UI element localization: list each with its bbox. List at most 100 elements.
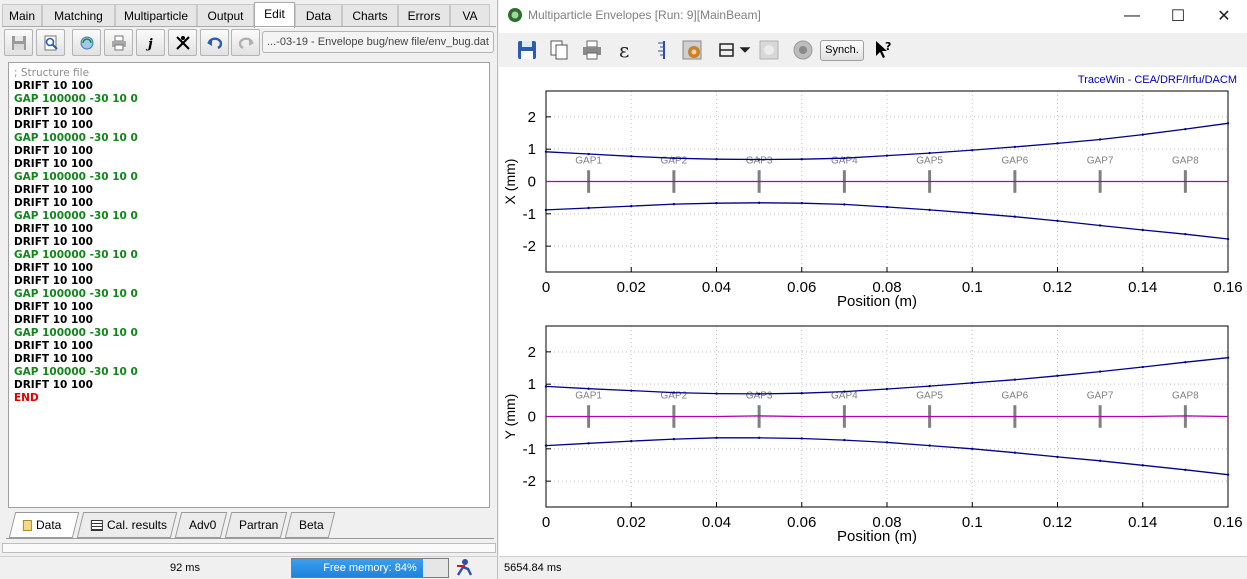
envelope-point <box>1141 464 1144 467</box>
blank-square-button[interactable] <box>757 37 781 63</box>
envelope-point <box>757 436 761 440</box>
y-axis-label: Y (mm) <box>502 394 518 440</box>
editor-line-end: END <box>14 392 39 404</box>
editor-line-gap: GAP 100000 -30 10 0 <box>14 249 138 261</box>
find-button[interactable] <box>36 29 65 56</box>
envelope-point <box>1184 127 1187 131</box>
tab-charts[interactable]: Charts <box>342 4 398 27</box>
print-button[interactable] <box>104 29 133 56</box>
gap-marker-label: GAP6 <box>1002 391 1029 402</box>
editor-text: ; Structure file DRIFT 10 100 GAP 100000 -… <box>14 67 138 405</box>
close-button[interactable]: ✕ <box>1217 7 1231 25</box>
print-icon <box>111 35 126 50</box>
envelope-point <box>971 381 974 385</box>
envelope-point <box>630 439 633 443</box>
envelope-point <box>1184 232 1187 236</box>
tab-va[interactable]: VA <box>450 4 490 27</box>
envelope-point <box>587 442 590 445</box>
envelope-point <box>971 447 974 451</box>
editor-line-drift: DRIFT 10 100 <box>14 236 93 248</box>
x-tick-label: 0.12 <box>1043 279 1072 296</box>
italic-j-button[interactable]: j <box>136 29 165 56</box>
envelope-point <box>800 392 803 395</box>
envelope-point <box>630 204 633 208</box>
save-plot-button[interactable] <box>515 37 539 63</box>
undo-button[interactable] <box>200 29 229 56</box>
tab-beta-label: Beta <box>299 518 324 532</box>
editor-line-gap: GAP 100000 -30 10 0 <box>14 210 138 222</box>
layout-button[interactable] <box>715 37 739 63</box>
tab-cal-results[interactable]: Cal. results <box>76 512 178 538</box>
tab-output[interactable]: Output <box>197 4 254 27</box>
tab-divider <box>2 26 496 27</box>
ruler-button[interactable] <box>648 37 672 63</box>
envelope-point <box>843 390 846 393</box>
x-tick-label: 0.02 <box>617 514 646 531</box>
envelope-point <box>1098 370 1102 373</box>
data-tab-bar: Data Cal. results Adv0 Partran Beta <box>6 512 494 538</box>
editor-line-drift: DRIFT 10 100 <box>14 275 93 287</box>
refresh-button[interactable] <box>72 29 101 56</box>
tab-data-view[interactable]: Data <box>8 512 80 538</box>
tab-multiparticle[interactable]: Multiparticle <box>115 4 197 27</box>
emittance-button[interactable]: ε <box>614 37 638 63</box>
settings-button[interactable] <box>680 37 704 63</box>
left-status-bar <box>0 556 498 579</box>
copy-button[interactable] <box>547 37 571 63</box>
minimize-button[interactable]: — <box>1124 6 1140 24</box>
envelope-point <box>1226 122 1230 125</box>
envelope-point <box>1013 451 1017 454</box>
synch-button[interactable]: Synch. <box>820 40 864 61</box>
tab-baseline <box>6 538 494 539</box>
envelope-point <box>672 202 676 206</box>
envelope-point <box>1013 378 1017 381</box>
envelope-point <box>587 387 590 390</box>
gap-marker-label: GAP5 <box>916 156 943 167</box>
app-icon <box>508 8 522 22</box>
maximize-button[interactable]: ☐ <box>1170 7 1186 25</box>
y-tick-label: -2 <box>523 473 536 490</box>
envelope-point <box>672 391 676 394</box>
layout-dropdown[interactable] <box>735 37 755 63</box>
tab-edit[interactable]: Edit <box>254 2 295 28</box>
redo-button[interactable] <box>231 29 260 56</box>
skip-button[interactable] <box>168 29 197 56</box>
editor-line-drift: DRIFT 10 100 <box>14 262 93 274</box>
save-button[interactable] <box>4 29 33 56</box>
tab-partran[interactable]: Partran <box>224 512 288 538</box>
save-icon <box>11 35 26 50</box>
envelope-point <box>1226 473 1230 476</box>
memory-label: Free memory: 84% <box>323 562 417 574</box>
x-tick-label: 0 <box>542 279 550 296</box>
x-tick-label: 0.14 <box>1128 514 1157 531</box>
radio-circle-button[interactable] <box>791 37 815 63</box>
envelope-charts[interactable]: 0 0.02 0.04 0.06 0.08 0.1 0.12 0.14 0.16210-1-2P… <box>499 68 1247 555</box>
tab-beta[interactable]: Beta <box>284 512 336 538</box>
plot-toolbar <box>499 33 1247 67</box>
x-tick-label: 0.1 <box>962 279 983 296</box>
tab-errors[interactable]: Errors <box>398 4 450 27</box>
tab-main[interactable]: Main <box>2 4 42 27</box>
y-axis-label: X (mm) <box>502 159 518 205</box>
editor-line-gap: GAP 100000 -30 10 0 <box>14 171 138 183</box>
envelope-point <box>630 155 633 158</box>
help-button[interactable]: ? <box>872 37 896 63</box>
file-path-field[interactable]: ...-03-19 - Envelope bug/new file/env_bu… <box>262 31 494 53</box>
x-tick-label: 0.16 <box>1213 279 1242 296</box>
structure-editor[interactable]: ; Structure file DRIFT 10 100 GAP 100000 -… <box>8 62 490 508</box>
tab-adv0-label: Adv0 <box>189 518 217 532</box>
tab-matching[interactable]: Matching <box>42 4 115 27</box>
tab-adv0[interactable]: Adv0 <box>174 512 228 538</box>
envelope-point <box>544 208 548 212</box>
x-tick-label: 0.04 <box>702 279 731 296</box>
gap-marker-label: GAP4 <box>831 391 858 402</box>
envelope-point <box>1226 237 1230 241</box>
envelope-point <box>757 392 761 396</box>
tab-data[interactable]: Data <box>295 4 342 27</box>
envelope-point <box>971 148 974 152</box>
envelope-point <box>800 437 803 440</box>
print-plot-button[interactable] <box>580 37 604 63</box>
editor-line-gap: GAP 100000 -30 10 0 <box>14 366 138 378</box>
run-icon[interactable] <box>454 557 474 577</box>
credit-label: TraceWin - CEA/DRF/Irfu/DACM <box>1077 74 1237 86</box>
